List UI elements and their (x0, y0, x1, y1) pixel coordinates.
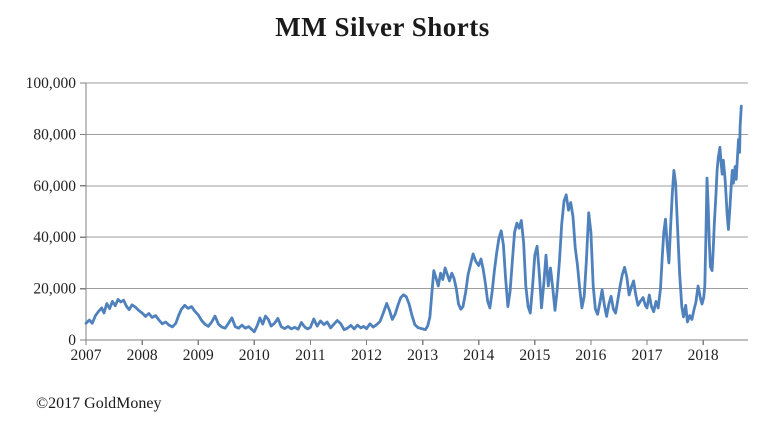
x-tick-label: 2017 (632, 347, 663, 364)
y-tick-label: 100,000 (26, 75, 77, 92)
x-tick-label: 2015 (519, 347, 550, 364)
x-tick-label: 2013 (407, 347, 438, 364)
copyright-note: ©2017 GoldMoney (36, 395, 162, 412)
y-tick-label: 0 (68, 332, 76, 349)
chart-title: MM Silver Shorts (275, 12, 490, 42)
y-tick-label: 60,000 (33, 178, 76, 195)
y-tick-label: 40,000 (33, 229, 76, 246)
x-tick-label: 2009 (183, 347, 214, 364)
data-series-line (84, 104, 743, 334)
y-tick-label: 80,000 (33, 126, 76, 143)
y-tick-label: 20,000 (33, 281, 76, 298)
x-tick-label: 2016 (575, 347, 606, 364)
x-tick-label: 2007 (71, 347, 102, 364)
x-tick-label: 2010 (239, 347, 270, 364)
x-tick-label: 2011 (295, 347, 325, 364)
x-tick-label: 2014 (463, 347, 494, 364)
x-tick-label: 2018 (688, 347, 719, 364)
x-tick-label: 2012 (351, 347, 382, 364)
x-tick-label: 2008 (127, 347, 158, 364)
